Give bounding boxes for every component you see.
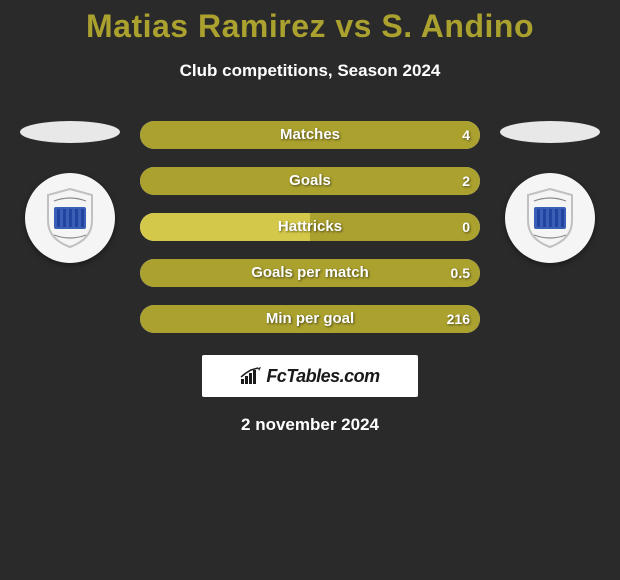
stat-label: Min per goal (140, 305, 480, 333)
stat-value-right: 216 (447, 305, 470, 333)
stats-bars: Matches4Goals2Hattricks0Goals per match0… (140, 121, 480, 333)
player-left-column (10, 121, 130, 263)
stat-label: Hattricks (140, 213, 480, 241)
brand-box: FcTables.com (202, 355, 418, 397)
player-left-head-placeholder (20, 121, 120, 143)
brand-chart-icon (240, 367, 262, 385)
club-badge-left (25, 173, 115, 263)
comparison-infographic: Matias Ramirez vs S. Andino Club competi… (0, 0, 620, 435)
club-shield-icon (524, 187, 576, 249)
player-right-column (490, 121, 610, 263)
stat-row: Matches4 (140, 121, 480, 149)
comparison-body: Matches4Goals2Hattricks0Goals per match0… (0, 121, 620, 333)
stat-row: Goals per match0.5 (140, 259, 480, 287)
stat-value-right: 0.5 (451, 259, 470, 287)
page-title: Matias Ramirez vs S. Andino (0, 0, 620, 45)
stat-label: Goals per match (140, 259, 480, 287)
brand-text: FcTables.com (266, 366, 379, 387)
stat-row: Hattricks0 (140, 213, 480, 241)
date-text: 2 november 2024 (0, 415, 620, 435)
stat-value-right: 2 (462, 167, 470, 195)
stat-label: Goals (140, 167, 480, 195)
club-shield-icon (44, 187, 96, 249)
stat-label: Matches (140, 121, 480, 149)
player-right-head-placeholder (500, 121, 600, 143)
stat-row: Min per goal216 (140, 305, 480, 333)
stat-value-right: 0 (462, 213, 470, 241)
subtitle: Club competitions, Season 2024 (0, 61, 620, 81)
stat-value-right: 4 (462, 121, 470, 149)
stat-row: Goals2 (140, 167, 480, 195)
club-badge-right (505, 173, 595, 263)
